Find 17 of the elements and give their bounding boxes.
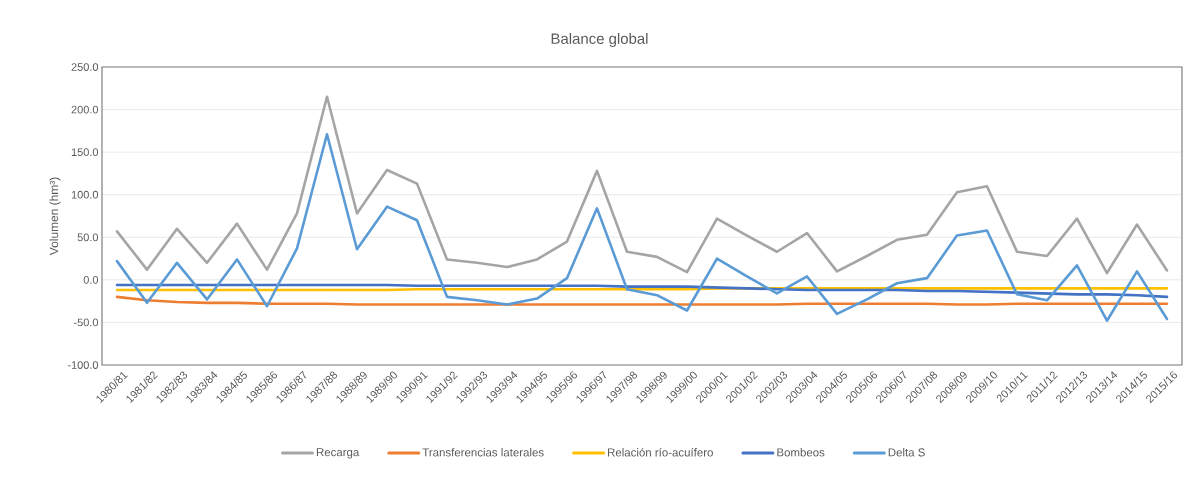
y-axis-title: Volumen (hm³) bbox=[49, 177, 61, 256]
legend-label: Transferencias laterales bbox=[422, 448, 544, 457]
y-tick-label: 250.0 bbox=[71, 63, 99, 71]
line-series bbox=[115, 132, 1169, 323]
y-tick-label: 150.0 bbox=[71, 148, 99, 157]
line-series bbox=[115, 95, 1169, 275]
legend-label: Bombeos bbox=[777, 448, 825, 457]
y-tick-label: -100.0 bbox=[67, 361, 99, 369]
y-tick-label: 0.0 bbox=[83, 275, 99, 284]
legend-label: Delta S bbox=[888, 448, 925, 457]
y-tick-label: 50.0 bbox=[77, 233, 99, 242]
y-tick-label: 100.0 bbox=[71, 190, 99, 199]
y-tick-label: -50.0 bbox=[73, 318, 99, 327]
legend-label: Relación río-acuífero bbox=[608, 447, 713, 457]
y-tick-label: 200.0 bbox=[71, 105, 99, 114]
chart-title: Balance global bbox=[551, 33, 648, 47]
legend-label: Recarga bbox=[316, 448, 360, 459]
